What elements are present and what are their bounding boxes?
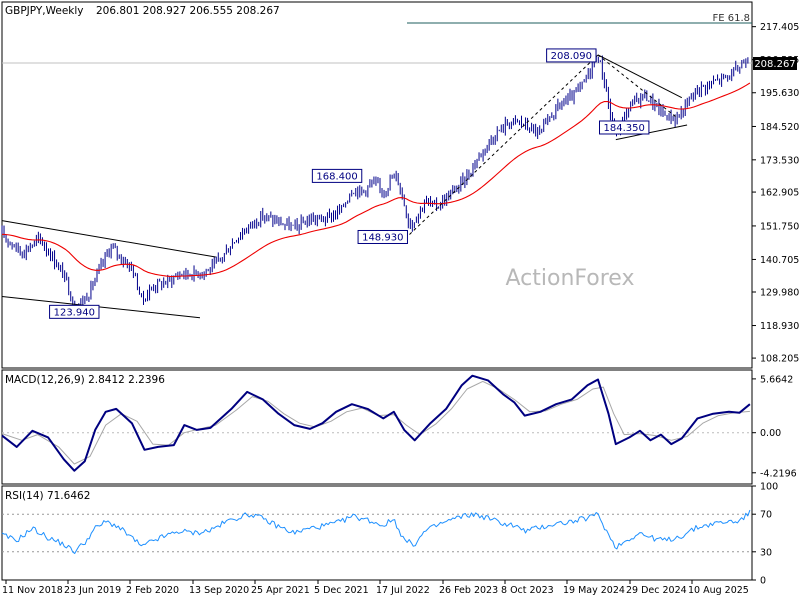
price-annotation-box (311, 168, 363, 183)
channel-upper-line (1, 220, 216, 258)
x-tick-label: 13 Sep 2020 (189, 585, 249, 596)
x-tick-label: 26 Feb 2023 (439, 585, 498, 596)
price-y-tick-label: 118.930 (760, 321, 799, 332)
price-annotation-box (49, 304, 100, 319)
rsi-y-tick-label: 30 (760, 547, 772, 558)
price-annotation-box (357, 229, 408, 244)
channel-lower-line (1, 295, 201, 319)
rsi-title: RSI(14) 71.6462 (5, 490, 90, 502)
ema-line (1, 82, 751, 278)
macd-title: MACD(12,26,9) 2.8412 2.2396 (5, 374, 165, 386)
price-y-tick-label: 184.520 (760, 122, 799, 133)
price-panel: GBPJPY,Weekly 206.801 208.927 206.555 20… (1, 1, 799, 369)
price-annotation-box (546, 48, 597, 63)
rsi-panel: RSI(14) 71.6462 100 70 30 0 (1, 482, 778, 587)
price-y-tick-label: 140.705 (760, 255, 799, 266)
rsi-y-tick-label: 100 (760, 482, 778, 493)
price-annotation-label: 168.400 (316, 171, 357, 182)
macd-y-axis: 5.6642 0.00 -4.2196 (2, 374, 797, 479)
fe-label: FE 61.8 (712, 13, 750, 24)
rsi-lines (1, 509, 751, 554)
x-tick-label: 19 May 2024 (563, 585, 625, 596)
price-y-tick-label: 129.980 (760, 288, 799, 299)
macd-y-tick-label: 5.6642 (760, 374, 793, 385)
price-trendlines (1, 54, 688, 319)
x-tick-label: 23 Jun 2019 (64, 585, 121, 596)
price-y-tick-label: 162.905 (760, 188, 799, 199)
triangle-lower-line (615, 124, 688, 141)
dashed-triangle-line (597, 54, 677, 118)
price-annotation-label: 123.940 (54, 307, 95, 318)
x-tick-label: 2 Feb 2020 (126, 585, 179, 596)
x-tick-label: 8 Oct 2023 (501, 585, 554, 596)
price-y-axis: 217.405206.535195.630184.520173.530162.9… (752, 22, 799, 365)
price-candles (1, 55, 749, 317)
price-y-tick-label: 108.205 (760, 354, 799, 365)
rsi-line (1, 509, 751, 554)
x-tick-label: 10 Aug 2025 (688, 585, 749, 596)
price-title: GBPJPY,Weekly (5, 5, 84, 17)
x-tick-label: 5 Dec 2021 (314, 585, 369, 596)
macd-signal-line (1, 380, 750, 465)
macd-main-line (1, 374, 751, 472)
price-y-tick-label: 195.630 (760, 88, 799, 99)
price-y-tick-label: 173.530 (760, 155, 799, 166)
price-annotation-label: 184.350 (604, 123, 645, 134)
triangle-upper-line (597, 54, 683, 99)
watermark: ActionForex (506, 266, 635, 291)
x-tick-label: 25 Apr 2021 (251, 585, 310, 596)
rsi-y-tick-label: 70 (760, 510, 772, 521)
macd-panel: MACD(12,26,9) 2.8412 2.2396 5.6642 0.00 -4… (1, 369, 797, 485)
dashed-rally-line (409, 54, 599, 235)
x-tick-label: 29 Dec 2024 (626, 585, 687, 596)
rsi-y-tick-label: 0 (760, 576, 766, 587)
price-annotations: 208.090 184.350 168.400 148.930 123.940 (49, 48, 650, 319)
macd-y-tick-label: 0.00 (760, 428, 781, 439)
macd-y-tick-label: -4.2196 (760, 468, 797, 479)
ohlc-values: 206.801 208.927 206.555 208.267 (96, 5, 280, 17)
macd-lines (1, 374, 751, 472)
x-tick-label: 17 Jul 2022 (376, 585, 430, 596)
current-price-tag: 208.267 (753, 57, 797, 70)
price-ema (1, 82, 751, 278)
price-annotation-label: 148.930 (362, 232, 403, 243)
x-axis: 11 Nov 2018 23 Jun 2019 2 Feb 2020 13 Sep 2… (2, 580, 749, 596)
rsi-y-axis: 100 70 30 0 (2, 482, 778, 587)
price-y-tick-label: 151.750 (760, 221, 799, 232)
current-price-tag-text: 208.267 (754, 59, 795, 70)
x-tick-label: 11 Nov 2018 (2, 585, 63, 596)
price-annotation-label: 208.090 (551, 51, 592, 62)
price-annotation-box (599, 120, 650, 135)
price-y-tick-label: 217.405 (760, 22, 799, 33)
